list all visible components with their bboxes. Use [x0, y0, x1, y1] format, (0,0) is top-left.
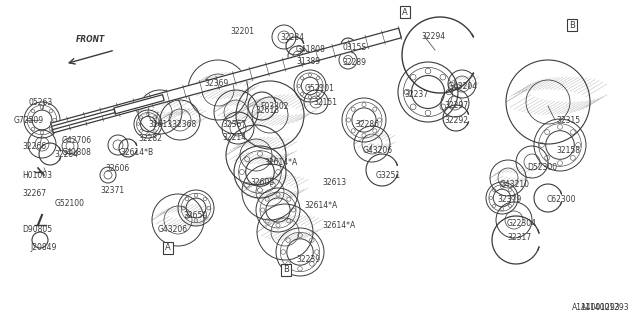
Text: G41808: G41808	[296, 44, 326, 53]
Text: 32282: 32282	[138, 133, 162, 142]
Text: 32284: 32284	[280, 33, 304, 42]
Text: 32151: 32151	[313, 98, 337, 107]
Text: A114001293: A114001293	[581, 303, 630, 312]
Text: 32294: 32294	[421, 31, 445, 41]
Text: G52101: G52101	[305, 84, 335, 92]
Text: 32284: 32284	[54, 149, 78, 158]
Text: F03802: F03802	[260, 101, 289, 110]
Text: B: B	[569, 20, 575, 29]
Polygon shape	[51, 28, 401, 133]
Text: G3251: G3251	[376, 171, 401, 180]
Text: 32369: 32369	[204, 78, 228, 87]
Text: 32614*A: 32614*A	[322, 221, 355, 230]
Text: B: B	[283, 266, 289, 275]
Text: A114001293: A114001293	[572, 303, 621, 313]
Text: 32315: 32315	[556, 116, 580, 124]
Text: 3261332368: 3261332368	[148, 119, 196, 129]
Text: 32317: 32317	[507, 234, 531, 243]
Text: 32237: 32237	[404, 90, 428, 99]
Text: D90805: D90805	[22, 226, 52, 235]
Polygon shape	[114, 95, 164, 114]
Text: FRONT: FRONT	[76, 35, 104, 44]
Text: G42706: G42706	[62, 135, 92, 145]
Text: J20849: J20849	[30, 243, 56, 252]
Text: H01003: H01003	[22, 171, 52, 180]
Text: 32292: 32292	[444, 116, 468, 124]
Text: 32214: 32214	[222, 132, 246, 141]
Text: 32158: 32158	[556, 146, 580, 155]
Text: D52300: D52300	[527, 163, 557, 172]
Text: 32286: 32286	[355, 119, 379, 129]
Text: G43210: G43210	[500, 180, 530, 188]
Text: G72509: G72509	[14, 116, 44, 124]
Text: A: A	[165, 244, 171, 252]
Text: 32606: 32606	[105, 164, 129, 172]
Text: A: A	[402, 7, 408, 17]
Text: 32201: 32201	[230, 27, 254, 36]
Text: 0315S: 0315S	[342, 43, 366, 52]
Text: G43206: G43206	[158, 226, 188, 235]
Text: 32613: 32613	[322, 178, 346, 187]
Text: C62300: C62300	[547, 196, 577, 204]
Text: 32267: 32267	[22, 188, 46, 197]
Text: 32614*A: 32614*A	[264, 157, 297, 166]
Text: 32371: 32371	[100, 186, 124, 195]
Text: G43204: G43204	[448, 82, 478, 91]
Text: 32614*B: 32614*B	[120, 148, 153, 156]
Text: 32650: 32650	[183, 211, 207, 220]
Text: 32367: 32367	[222, 119, 246, 129]
Text: G52100: G52100	[55, 199, 85, 209]
Text: 32605: 32605	[250, 178, 275, 187]
Text: G22304: G22304	[507, 219, 537, 228]
Text: 32297: 32297	[444, 100, 468, 109]
Text: 32614*A: 32614*A	[304, 201, 337, 210]
Text: 32266: 32266	[22, 141, 46, 150]
Text: 32289: 32289	[342, 58, 366, 67]
Text: G43206: G43206	[363, 146, 393, 155]
Text: 05263: 05263	[28, 98, 52, 107]
Text: 32379: 32379	[497, 196, 521, 204]
Text: G41808: G41808	[62, 148, 92, 156]
Text: 32613: 32613	[255, 106, 279, 115]
Text: 32239: 32239	[296, 255, 320, 265]
Polygon shape	[52, 109, 115, 130]
Text: 31389: 31389	[296, 57, 320, 66]
